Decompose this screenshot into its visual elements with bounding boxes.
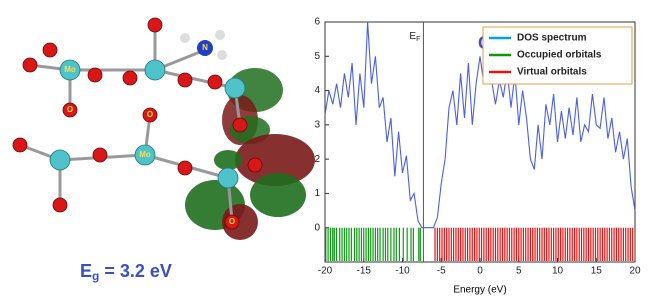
atom-label: O (67, 105, 73, 114)
oxygen-atom (62, 102, 78, 118)
orbital-lobe (250, 173, 306, 217)
atoms: O O O Mo Mo N (12, 17, 263, 230)
hydrogen-atom (215, 30, 225, 40)
oxygen-atom (52, 197, 68, 213)
x-tick-label: 0 (477, 266, 483, 277)
y-tick-label: 2 (314, 154, 320, 165)
oxygen-atom (207, 74, 223, 90)
oxygen-atom (42, 42, 58, 58)
x-axis-label: Energy (eV) (453, 285, 506, 296)
mo-atom (217, 167, 239, 189)
fermi-subscript: F (416, 36, 420, 43)
legend-label: Virtual orbitals (517, 67, 587, 78)
orbital-lobe (214, 150, 242, 170)
y-tick-label: 5 (314, 51, 320, 62)
molecule: O O O Mo Mo N Eg = 3.2 eV (12, 17, 315, 283)
y-tick-label: 0 (314, 222, 320, 233)
oxygen-atom (224, 214, 240, 230)
mo-atom (144, 59, 166, 81)
atom-label: O (229, 217, 235, 226)
atom-label: O (147, 110, 153, 119)
oxygen-atom (122, 70, 138, 86)
hydrogen-atom (217, 50, 227, 60)
gap-value: = 3.2 eV (99, 261, 172, 281)
fermi-label: EF (409, 31, 420, 43)
oxygen-atom (142, 107, 158, 123)
y-tick-label: 4 (314, 85, 320, 96)
orbital-lobe (235, 134, 315, 186)
mo-atom (59, 59, 81, 81)
atom-label: N (202, 43, 208, 52)
nitrogen-atom (197, 40, 213, 56)
fermi-symbol: E (409, 31, 416, 42)
oxygen-atom (177, 72, 193, 88)
x-tick-label: 20 (629, 266, 641, 277)
x-tick-label: -10 (395, 266, 410, 277)
y-tick-label: 6 (314, 17, 320, 28)
mo-atom (134, 144, 156, 166)
atom-label: Mo (139, 150, 151, 159)
oxygen-atom (247, 157, 263, 173)
oxygen-atom (12, 137, 28, 153)
y-tick-label: 3 (314, 119, 320, 130)
dos-chart: Energy (eV) C -20-15-10-5051015200123456… (314, 17, 641, 296)
x-tick-label: 15 (591, 266, 603, 277)
hydrogen-atom (180, 33, 190, 43)
dos-line (324, 21, 636, 229)
x-tick-label: 10 (552, 266, 564, 277)
bond (154, 68, 236, 90)
gap-symbol: E (80, 261, 92, 281)
mo-atom (49, 149, 71, 171)
mo-atom (224, 77, 246, 99)
x-tick-label: 5 (516, 266, 522, 277)
oxygen-atom (87, 67, 103, 83)
band-gap-label: Eg = 3.2 eV (80, 261, 172, 283)
x-tick-label: -5 (437, 266, 446, 277)
oxygen-atom (232, 117, 248, 133)
y-tick-label: 1 (314, 188, 320, 199)
oxygen-atom (177, 160, 193, 176)
atom-label: Mo (64, 65, 76, 74)
x-tick-label: -20 (318, 266, 333, 277)
oxygen-atom (22, 57, 38, 73)
oxygen-atom (92, 147, 108, 163)
gap-subscript: g (92, 269, 99, 283)
legend-label: Occupied orbitals (517, 50, 602, 61)
x-tick-label: -15 (357, 266, 372, 277)
oxygen-atom (147, 17, 163, 33)
legend-label: DOS spectrum (517, 33, 587, 44)
